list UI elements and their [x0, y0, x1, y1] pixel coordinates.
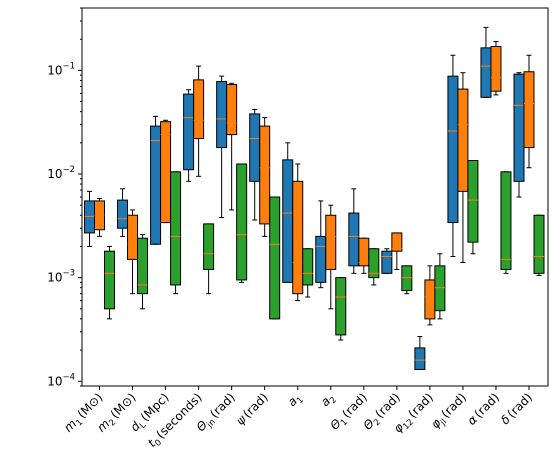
y-tick-exponent: −2 — [62, 165, 75, 175]
box-body — [193, 79, 205, 140]
box-body — [183, 93, 195, 171]
box-body — [170, 171, 182, 286]
category-subscript: L — [138, 420, 149, 431]
box-13-1 — [523, 54, 535, 169]
box-1-0 — [117, 188, 129, 237]
box-11-1 — [457, 72, 469, 263]
box-body — [104, 250, 115, 310]
y-tick-exponent: −1 — [62, 61, 75, 71]
box-7-1 — [325, 204, 337, 310]
box-6-1 — [292, 163, 304, 302]
box-body — [358, 237, 370, 267]
box-body — [282, 159, 294, 283]
box-10-0 — [414, 336, 426, 370]
box-2-0 — [150, 115, 162, 245]
y-tick-base: 10 — [47, 63, 62, 77]
box-body — [236, 163, 248, 281]
y-tick-label: 10−3 — [47, 269, 75, 285]
plot-frame — [81, 7, 549, 387]
category-subscript: 2 — [372, 417, 383, 428]
box-body — [292, 180, 304, 295]
boxes-layer — [84, 26, 545, 370]
box-8-2 — [368, 248, 380, 286]
box-body — [226, 84, 238, 136]
box-body — [249, 113, 261, 182]
box-body — [523, 71, 535, 149]
y-tick-base: 10 — [47, 271, 62, 285]
box-body — [117, 199, 129, 229]
box-4-2 — [236, 163, 248, 283]
box-body — [216, 81, 228, 149]
box-9-2 — [401, 265, 413, 295]
box-5-1 — [259, 117, 271, 237]
box-12-2 — [500, 171, 512, 274]
box-body — [447, 75, 459, 224]
box-body — [490, 46, 502, 92]
box-0-2 — [104, 245, 115, 320]
box-4-1 — [226, 82, 238, 211]
y-tick-base: 10 — [47, 374, 62, 388]
box-1-2 — [137, 234, 149, 310]
box-body — [381, 250, 393, 274]
y-tick-label: 10−2 — [47, 165, 75, 181]
box-9-0 — [381, 248, 393, 274]
box-8-1 — [358, 237, 370, 274]
box-body — [127, 214, 139, 260]
box-2-2 — [170, 171, 182, 295]
box-body — [513, 73, 525, 182]
box-body — [302, 248, 314, 286]
box-3-0 — [183, 89, 195, 182]
box-11-2 — [467, 160, 479, 255]
box-7-2 — [335, 277, 347, 341]
category-subscript: 2 — [328, 395, 339, 406]
box-10-2 — [434, 253, 446, 320]
box-3-1 — [193, 65, 205, 177]
box-body — [533, 214, 545, 274]
y-tick-exponent: −4 — [62, 372, 75, 382]
box-0-1 — [94, 198, 105, 237]
box-body — [401, 265, 413, 292]
box-body — [203, 223, 215, 270]
box-body — [480, 47, 492, 98]
y-tick-exponent: −3 — [62, 269, 75, 279]
box-body — [467, 160, 479, 243]
box-body — [457, 88, 469, 192]
box-13-0 — [513, 72, 525, 198]
box-body — [368, 248, 380, 279]
category-subscript: 2 — [107, 418, 118, 429]
box-13-2 — [533, 214, 545, 276]
box-2-1 — [160, 119, 172, 224]
box-body — [259, 125, 271, 225]
category-subscript: jl — [438, 417, 449, 428]
box-body — [137, 237, 149, 295]
box-6-2 — [302, 248, 314, 298]
box-body — [315, 235, 327, 283]
box-6-0 — [282, 142, 294, 283]
box-body — [391, 232, 403, 252]
box-body — [84, 200, 95, 234]
box-body — [269, 196, 281, 320]
y-tick-base: 10 — [47, 167, 62, 181]
box-1-1 — [127, 209, 139, 295]
box-body — [150, 125, 162, 245]
box-body — [348, 212, 360, 267]
category-subscript: 1 — [74, 418, 85, 429]
category-subscript: 1 — [339, 417, 350, 428]
box-3-2 — [203, 223, 215, 295]
box-body — [414, 347, 426, 370]
box-body — [500, 171, 512, 270]
box-body — [325, 214, 337, 270]
box-body — [335, 277, 347, 336]
box-5-2 — [269, 196, 281, 320]
box-12-1 — [490, 41, 502, 96]
category-subscript: 1 — [295, 395, 306, 406]
box-body — [424, 279, 436, 320]
box-9-1 — [391, 232, 403, 270]
box-body — [434, 265, 446, 312]
category-subscript: 0 — [153, 438, 164, 449]
box-body — [160, 121, 172, 224]
y-tick-label: 10−1 — [47, 61, 75, 77]
y-tick-label: 10−4 — [47, 372, 75, 388]
